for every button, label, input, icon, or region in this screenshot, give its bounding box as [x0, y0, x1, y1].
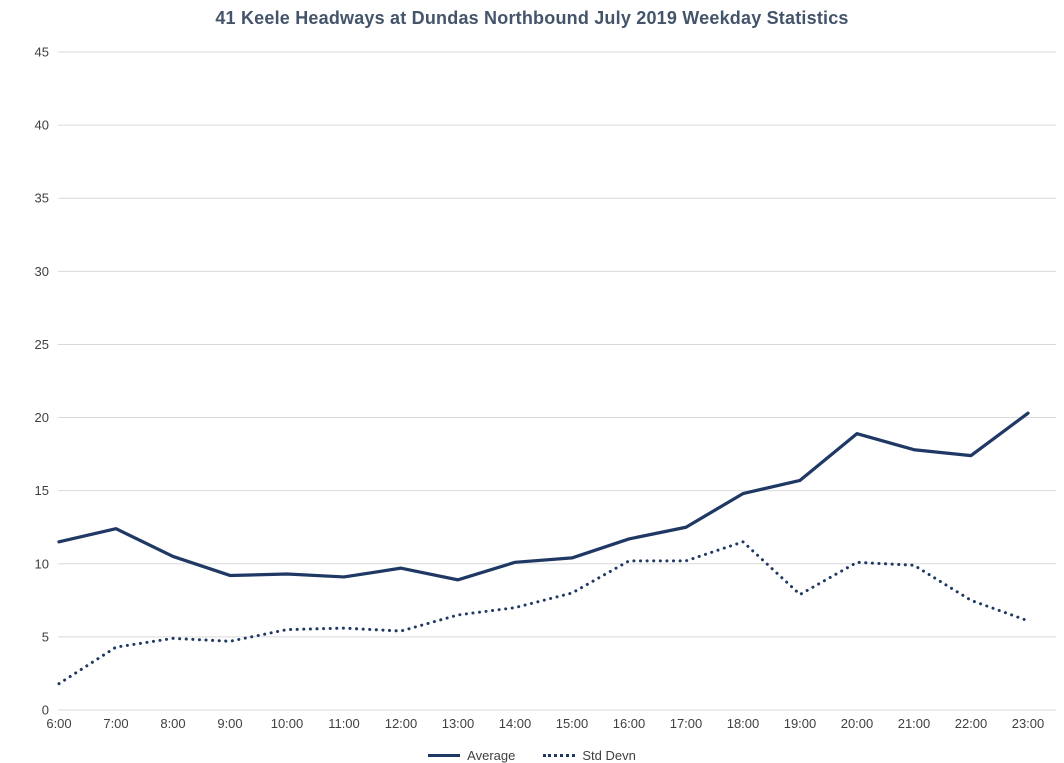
x-tick-label: 7:00: [103, 716, 128, 731]
y-tick-label: 25: [35, 337, 49, 352]
x-tick-label: 14:00: [499, 716, 532, 731]
x-tick-label: 12:00: [385, 716, 418, 731]
x-tick-label: 23:00: [1012, 716, 1045, 731]
y-tick-label: 15: [35, 483, 49, 498]
x-tick-label: 19:00: [784, 716, 817, 731]
legend-item-std-devn: Std Devn: [543, 747, 636, 763]
legend-item-average: Average: [428, 748, 515, 763]
average-line-swatch-icon: [428, 753, 461, 757]
y-tick-label: 35: [35, 191, 49, 206]
x-tick-label: 13:00: [442, 716, 475, 731]
y-tick-label: 20: [35, 410, 49, 425]
legend-label-average: Average: [467, 747, 516, 763]
x-tick-label: 9:00: [217, 716, 242, 731]
y-tick-label: 40: [35, 118, 49, 133]
x-tick-label: 8:00: [160, 716, 185, 731]
x-tick-label: 21:00: [898, 716, 931, 731]
x-tick-label: 20:00: [841, 716, 874, 731]
y-tick-label: 5: [42, 629, 49, 644]
legend-label-std-devn: Std Devn: [582, 747, 636, 763]
y-tick-label: 10: [35, 556, 49, 571]
x-tick-label: 18:00: [727, 716, 760, 731]
y-tick-label: 0: [42, 703, 49, 718]
x-tick-label: 10:00: [271, 716, 304, 731]
std-devn-line-swatch-icon: [543, 753, 576, 757]
std-devn-line: [57, 540, 1030, 686]
x-axis-labels: 6:00 7:00 8:00 9:00 10:00 11:00 12:00 13:00 14:0…: [46, 716, 1044, 731]
chart-title: 41 Keele Headways at Dundas Northbound J…: [215, 8, 849, 28]
x-tick-label: 11:00: [328, 716, 360, 731]
average-line: [57, 411, 1030, 582]
gridlines: [58, 51, 1056, 711]
x-tick-label: 6:00: [46, 716, 71, 731]
y-axis-labels: 0 5 10 15 20 25 30 35 40 45: [35, 45, 49, 718]
x-tick-label: 16:00: [613, 716, 646, 731]
x-tick-label: 22:00: [955, 716, 988, 731]
x-tick-label: 15:00: [556, 716, 589, 731]
x-tick-label: 17:00: [670, 716, 703, 731]
y-tick-label: 30: [35, 264, 49, 279]
chart-legend: Average Std Devn: [0, 747, 1064, 763]
y-tick-label: 45: [35, 45, 49, 60]
